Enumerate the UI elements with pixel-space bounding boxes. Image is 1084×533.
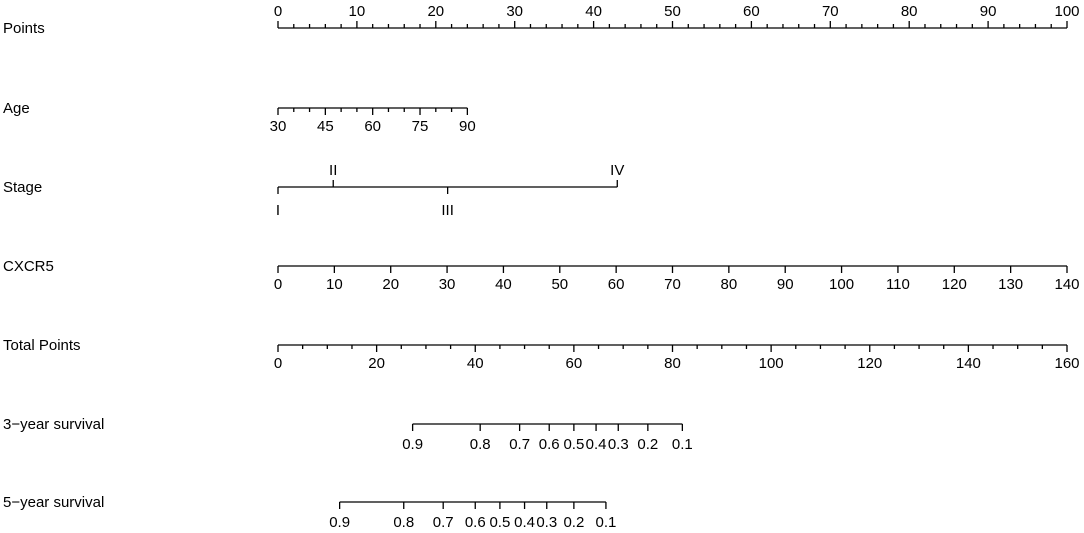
points-tick-label-0: 0 [274,3,282,20]
3-year-survival-tick-label-3: 0.6 [539,436,560,453]
total-points-tick-label-140: 140 [956,355,981,372]
age-tick-label-75: 75 [412,118,429,135]
age-tick-label-45: 45 [317,118,334,135]
5-year-survival-tick-label-2: 0.7 [433,514,454,531]
points-tick-label-70: 70 [822,3,839,20]
points-tick-label-50: 50 [664,3,681,20]
5-year-survival-tick-label-4: 0.5 [489,514,510,531]
cxcr5-tick-label-10: 10 [326,276,343,293]
cxcr5-tick-label-120: 120 [942,276,967,293]
age-tick-label-30: 30 [270,118,287,135]
cxcr5-tick-label-80: 80 [721,276,738,293]
cxcr5-tick-label-90: 90 [777,276,794,293]
5-year-survival-tick-label-5: 0.4 [514,514,535,531]
total-points-tick-label-60: 60 [566,355,583,372]
cxcr5-tick-label-30: 30 [439,276,456,293]
5-year-survival-tick-label-3: 0.6 [465,514,486,531]
points-tick-label-40: 40 [585,3,602,20]
total-points-scale-name: Total Points [3,337,81,354]
5-year-survival-tick-label-6: 0.3 [536,514,557,531]
total-points-tick-label-120: 120 [857,355,882,372]
points-scale-name: Points [3,20,45,37]
cxcr5-tick-label-140: 140 [1054,276,1079,293]
cxcr5-tick-label-60: 60 [608,276,625,293]
points-tick-label-20: 20 [427,3,444,20]
total-points-tick-label-0: 0 [274,355,282,372]
5-year-survival-tick-label-0: 0.9 [329,514,350,531]
3-year-survival-tick-label-6: 0.3 [608,436,629,453]
cxcr5-scale-name: CXCR5 [3,258,54,275]
3-year-survival-tick-label-1: 0.8 [470,436,491,453]
stage-scale-name: Stage [3,179,42,196]
cxcr5-tick-label-110: 110 [886,276,910,293]
3-year-survival-tick-label-5: 0.4 [586,436,607,453]
3-year-survival-tick-label-4: 0.5 [563,436,584,453]
cxcr5-tick-label-130: 130 [998,276,1023,293]
total-points-tick-label-40: 40 [467,355,484,372]
total-points-tick-label-80: 80 [664,355,681,372]
5-year-survival-tick-label-1: 0.8 [393,514,414,531]
stage-tick-label-i: I [276,202,280,219]
total-points-tick-label-20: 20 [368,355,385,372]
cxcr5-tick-label-40: 40 [495,276,512,293]
stage-tick-label-iv: IV [610,162,624,179]
3-year-survival-tick-label-8: 0.1 [672,436,693,453]
3-year-survival-scale-name: 3−year survival [3,416,104,433]
cxcr5-tick-label-70: 70 [664,276,681,293]
cxcr5-tick-label-20: 20 [382,276,399,293]
5-year-survival-tick-label-7: 0.2 [563,514,584,531]
cxcr5-tick-label-0: 0 [274,276,282,293]
total-points-tick-label-160: 160 [1054,355,1079,372]
age-tick-label-90: 90 [459,118,476,135]
total-points-tick-label-100: 100 [759,355,784,372]
cxcr5-tick-label-50: 50 [551,276,568,293]
cxcr5-tick-label-100: 100 [829,276,854,293]
3-year-survival-tick-label-2: 0.7 [509,436,530,453]
points-tick-label-100: 100 [1054,3,1079,20]
points-tick-label-90: 90 [980,3,997,20]
stage-tick-label-ii: II [329,162,337,179]
age-tick-label-60: 60 [364,118,381,135]
3-year-survival-tick-label-0: 0.9 [402,436,423,453]
3-year-survival-tick-label-7: 0.2 [637,436,658,453]
5-year-survival-scale-name: 5−year survival [3,494,104,511]
age-scale-name: Age [3,100,30,117]
points-tick-label-80: 80 [901,3,918,20]
stage-tick-label-iii: III [441,202,454,219]
points-tick-label-60: 60 [743,3,760,20]
points-tick-label-10: 10 [349,3,366,20]
5-year-survival-tick-label-8: 0.1 [595,514,616,531]
points-tick-label-30: 30 [506,3,523,20]
